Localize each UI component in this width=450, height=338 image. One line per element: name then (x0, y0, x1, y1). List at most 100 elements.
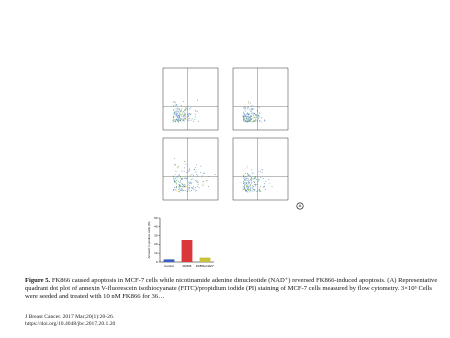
cell-dot (181, 118, 183, 120)
cell-dot (251, 112, 253, 114)
cell-dot (178, 121, 180, 123)
cell-dot (263, 186, 265, 188)
cell-dot (246, 121, 248, 123)
dot-plot-frame (162, 137, 219, 201)
cell-dot (252, 108, 254, 110)
cell-dot (179, 110, 181, 112)
cell-dot (248, 180, 250, 182)
cell-dot (255, 185, 257, 187)
dot-plot-frame (232, 137, 289, 201)
cell-dot (181, 183, 183, 185)
cell-dot (247, 183, 249, 185)
cell-dot (244, 184, 246, 186)
cell-dot (188, 120, 190, 122)
cell-dot (255, 116, 257, 118)
cell-dot (245, 191, 247, 192)
cell-dot (246, 113, 248, 115)
cell-dot (248, 103, 250, 105)
cell-dot (257, 190, 258, 192)
cell-dot (174, 119, 176, 121)
cell-dot (259, 120, 261, 122)
cell-dot (257, 109, 258, 111)
cell-dot (178, 119, 180, 121)
y-tick-label: 20 (154, 242, 158, 246)
caption: Figure 5. FK866 caused apoptosis in MCF-… (25, 277, 443, 302)
cell-dot (184, 114, 186, 116)
cell-dot (180, 115, 181, 117)
cell-dot (248, 187, 250, 189)
cell-dot (175, 113, 177, 115)
cell-dot (248, 114, 250, 116)
cell-dot (259, 188, 260, 190)
cell-dot (247, 117, 249, 119)
cell-dot (253, 188, 255, 190)
cell-dot (252, 181, 254, 182)
cell-dot (180, 189, 182, 191)
cell-dot (181, 189, 183, 191)
cell-dot (256, 119, 258, 121)
cell-dot (201, 183, 203, 185)
cell-dot (174, 181, 176, 183)
cell-dot (259, 190, 261, 192)
cell-dot (253, 190, 255, 192)
cell-dot (176, 117, 178, 119)
cell-dot (185, 118, 187, 120)
cell-dot (247, 114, 249, 116)
cell-dot (195, 180, 197, 182)
cell-dot (173, 179, 175, 181)
cell-dot (265, 181, 267, 182)
cell-dot (251, 114, 253, 116)
cell-dot (180, 110, 182, 112)
cell-dot (190, 112, 192, 114)
dot-plot-frame (162, 67, 219, 131)
cell-dot (248, 118, 250, 120)
cell-dot (258, 115, 260, 117)
cell-dot (243, 180, 245, 182)
cell-dot (187, 101, 189, 103)
cell-dot (173, 189, 175, 191)
cell-dot (254, 120, 256, 122)
cell-dot (184, 177, 186, 179)
cell-dot (184, 112, 186, 114)
cell-dot (253, 108, 255, 110)
cell-dot (250, 189, 251, 191)
cell-dot (251, 178, 253, 180)
bar (199, 257, 211, 262)
cell-dot (175, 170, 177, 172)
cell-dot (247, 186, 249, 187)
cell-dot (196, 173, 198, 175)
cell-dot (189, 183, 191, 184)
cell-dot (208, 186, 210, 187)
cell-dot (185, 163, 187, 165)
cell-dot (250, 115, 252, 117)
cell-dot (173, 115, 175, 117)
cell-dot (244, 188, 245, 190)
cell-dot (251, 105, 253, 106)
cell-dot (184, 190, 186, 192)
cell-dot (177, 120, 179, 122)
bar (163, 259, 175, 262)
cell-dot (247, 106, 249, 108)
cell-dot (244, 113, 246, 115)
cell-dot (261, 169, 263, 171)
cell-dot (247, 178, 249, 180)
cell-dot (178, 165, 179, 167)
cell-dot (187, 106, 189, 108)
cell-dot (255, 179, 257, 181)
cell-dot (245, 178, 246, 180)
cell-dot (187, 184, 189, 186)
cell-dot (263, 186, 265, 187)
cell-dot (197, 175, 198, 177)
cell-dot (191, 173, 193, 175)
cell-dot (183, 170, 185, 172)
cell-dot (257, 121, 259, 123)
cell-dot (175, 115, 177, 117)
cell-dot (192, 187, 194, 189)
cell-dot (182, 110, 184, 112)
cell-dot (246, 119, 248, 121)
cell-dot (246, 117, 248, 119)
cell-dot (244, 189, 246, 191)
cell-dot (247, 120, 249, 122)
cell-dot (191, 183, 193, 185)
